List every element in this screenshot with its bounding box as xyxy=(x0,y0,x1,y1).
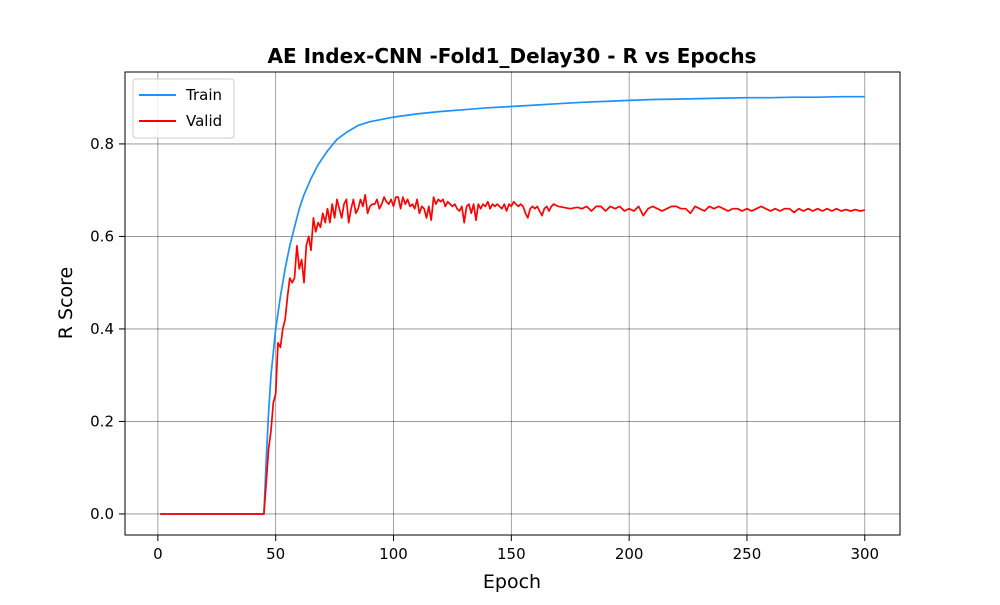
y-tick-label: 0.4 xyxy=(90,320,114,338)
x-tick-label: 0 xyxy=(153,545,163,563)
legend-label-train: Train xyxy=(185,86,222,104)
x-tick-label: 100 xyxy=(379,545,408,563)
y-tick-label: 0.0 xyxy=(90,505,114,523)
legend: Train Valid xyxy=(132,78,235,139)
y-tick-label: 0.2 xyxy=(90,412,114,430)
x-tick-label: 150 xyxy=(497,545,526,563)
plot-frame xyxy=(124,71,901,536)
x-axis-label: Epoch xyxy=(483,571,541,593)
y-tick-label: 0.8 xyxy=(90,135,114,153)
x-tick-label: 200 xyxy=(615,545,644,563)
legend-label-valid: Valid xyxy=(186,112,222,130)
x-tick-label: 300 xyxy=(850,545,879,563)
y-tick-label: 0.6 xyxy=(90,227,114,245)
chart-title: AE Index-CNN -Fold1_Delay30 - R vs Epoch… xyxy=(268,44,757,68)
series-line-valid xyxy=(160,193,865,515)
legend-box xyxy=(132,78,235,139)
y-axis-label: R Score xyxy=(55,267,77,339)
series-line-train xyxy=(160,95,865,515)
x-tick-label: 50 xyxy=(266,545,285,563)
axis-ticks: 0 50 100 150 200 250 300 0.0 0.2 0.4 0.6 0.8 xyxy=(90,135,879,563)
x-tick-label: 250 xyxy=(733,545,762,563)
series-lines xyxy=(160,95,865,515)
